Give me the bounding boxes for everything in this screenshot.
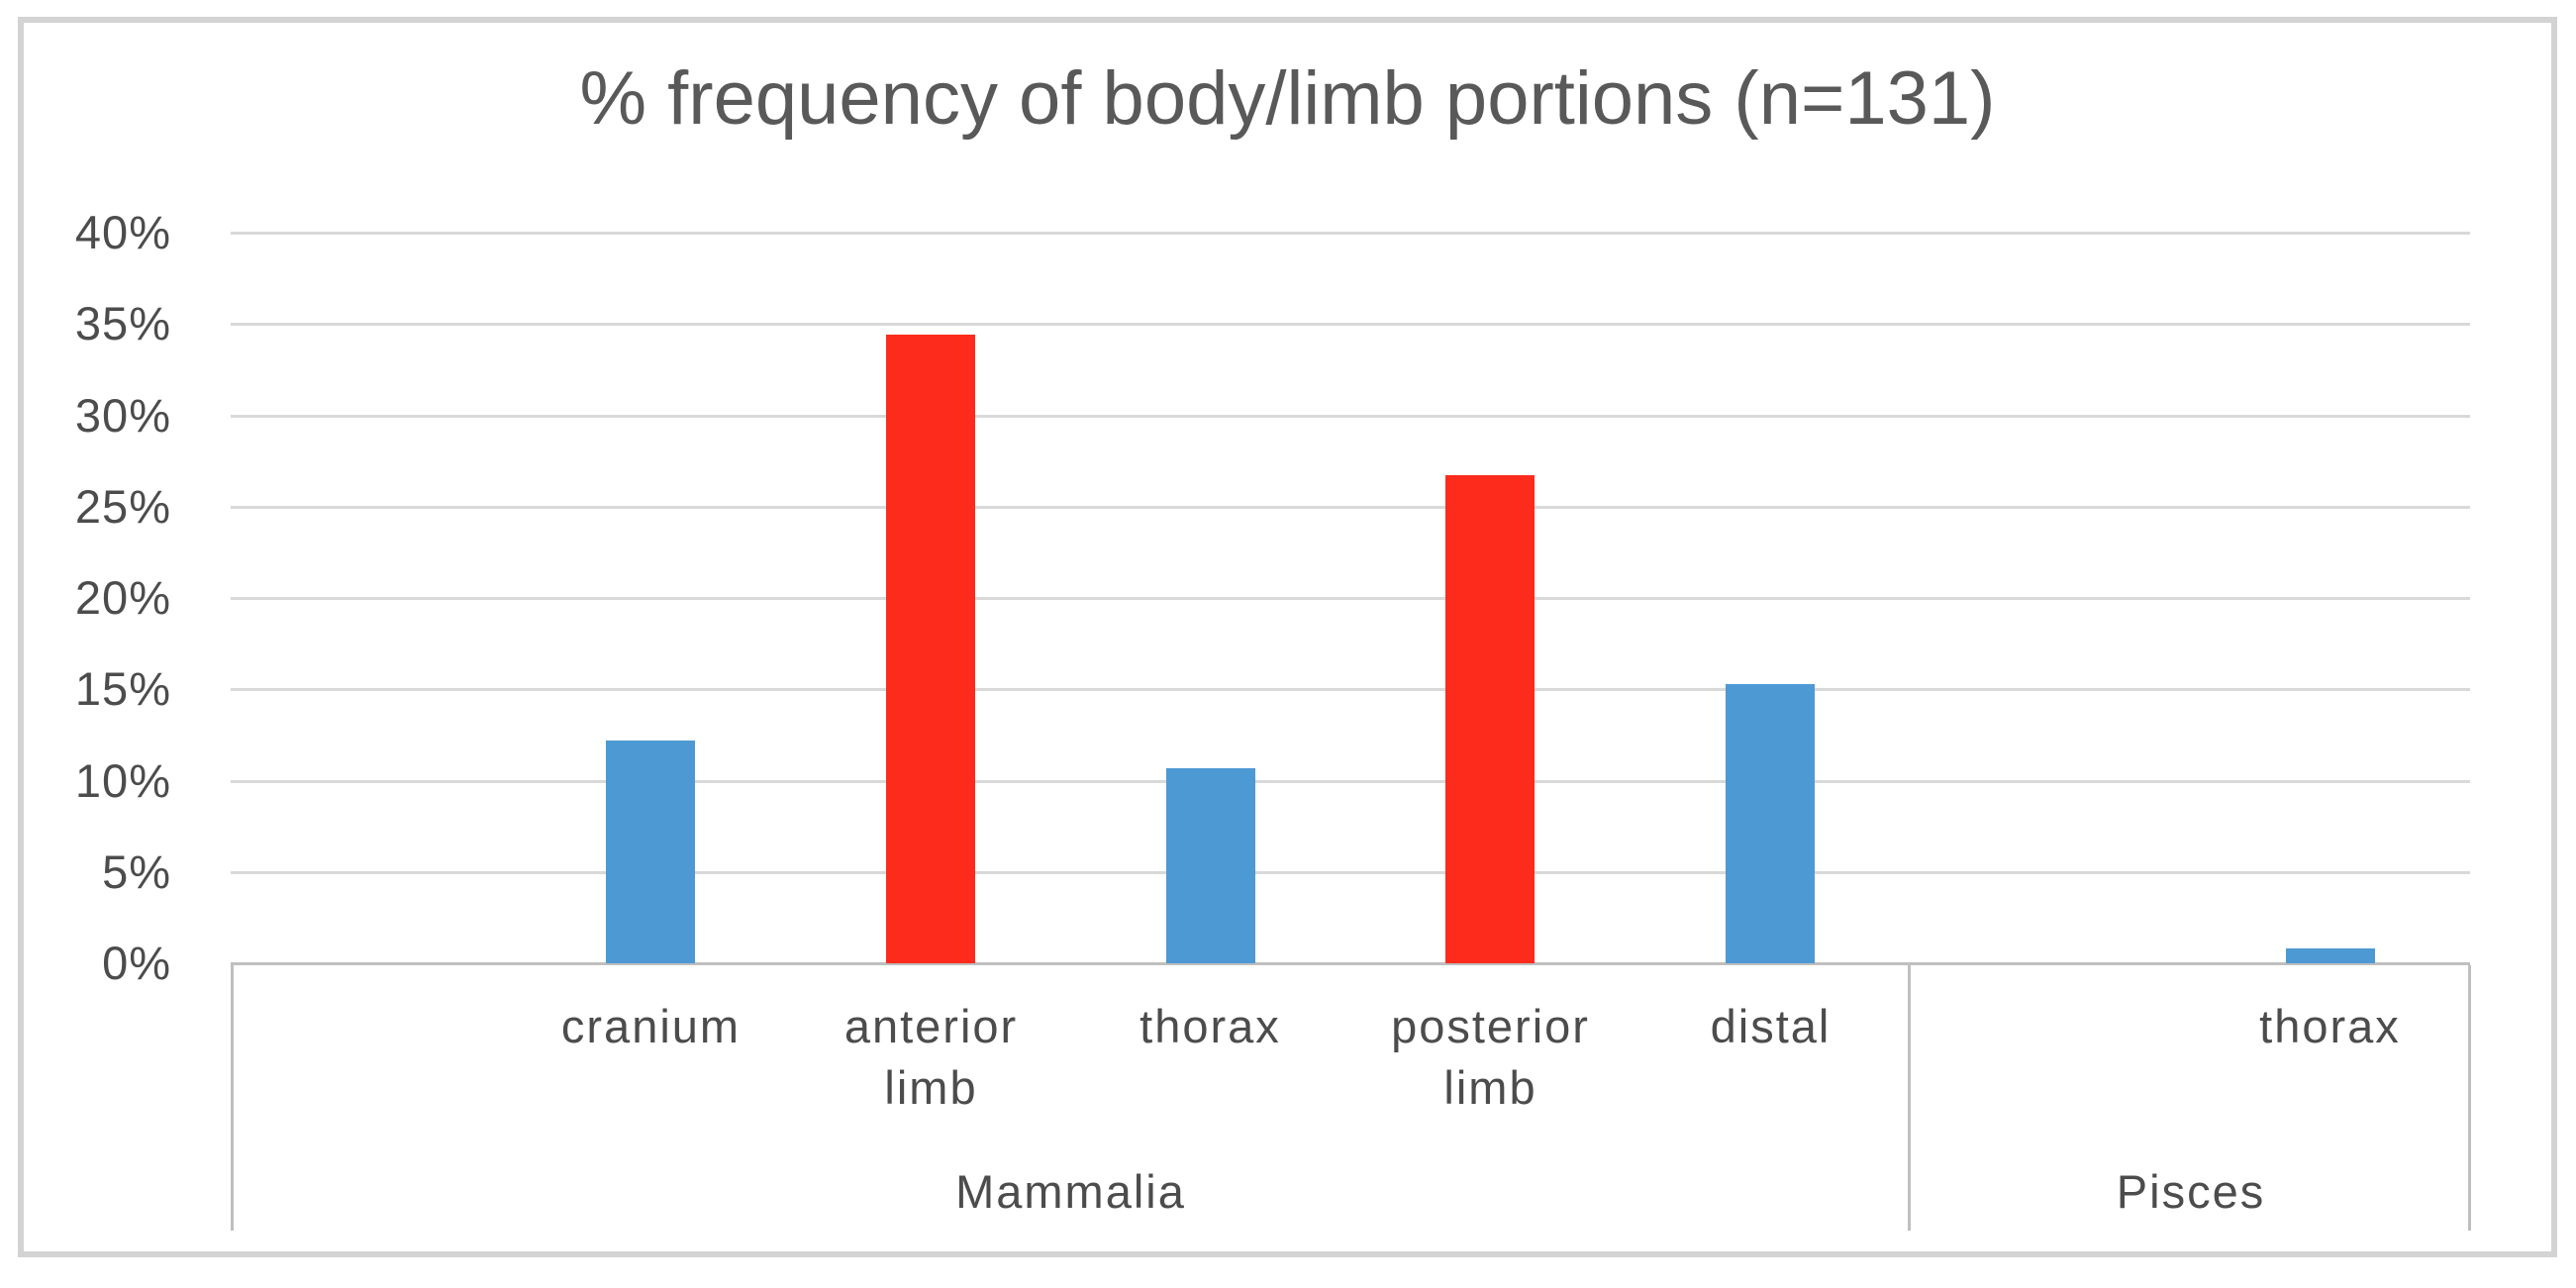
gridline (231, 506, 2470, 509)
group-label-pisces: Pisces (2116, 1165, 2266, 1218)
gridline (231, 415, 2470, 418)
category-label-anterior-limb: anterior limb (843, 1000, 1019, 1114)
bar-thorax (1166, 768, 1255, 963)
group-label-mammalia: Mammalia (955, 1165, 1186, 1218)
category-group-box-pisces (1911, 965, 2471, 1231)
gridline (231, 597, 2470, 600)
figure-border (18, 17, 2557, 1257)
y-axis-tick-label: 30% (74, 389, 171, 442)
gridline (231, 323, 2470, 326)
y-axis-tick-label: 15% (74, 662, 171, 715)
bar-thorax-pisces (2286, 948, 2375, 963)
gridline (231, 232, 2470, 235)
gridline (231, 688, 2470, 691)
y-axis-tick-label: 40% (74, 206, 171, 258)
y-axis-tick-label: 35% (74, 297, 171, 349)
category-group-box-mammalia (231, 965, 1911, 1231)
y-axis-tick-label: 0% (102, 937, 171, 989)
category-label-cranium: cranium (560, 1000, 742, 1052)
gridline (231, 871, 2470, 874)
bar-posterior-limb (1445, 475, 1535, 963)
chart-title: % frequency of body/limb portions (n=131… (579, 56, 1996, 141)
category-label-thorax-pisces: thorax (2259, 1000, 2401, 1052)
y-axis-tick-label: 25% (74, 480, 171, 533)
category-label-posterior-limb: posterior limb (1391, 1000, 1590, 1114)
bar-cranium (606, 741, 695, 963)
x-axis-line (231, 962, 2470, 965)
category-label-thorax: thorax (1139, 1000, 1281, 1052)
gridline (231, 780, 2470, 783)
bar-distal (1726, 684, 1815, 963)
bar-anterior-limb (886, 335, 975, 963)
y-axis-tick-label: 10% (74, 754, 171, 807)
y-axis-tick-label: 5% (102, 845, 171, 898)
category-label-distal: distal (1710, 1000, 1832, 1052)
y-axis-tick-label: 20% (74, 571, 171, 624)
